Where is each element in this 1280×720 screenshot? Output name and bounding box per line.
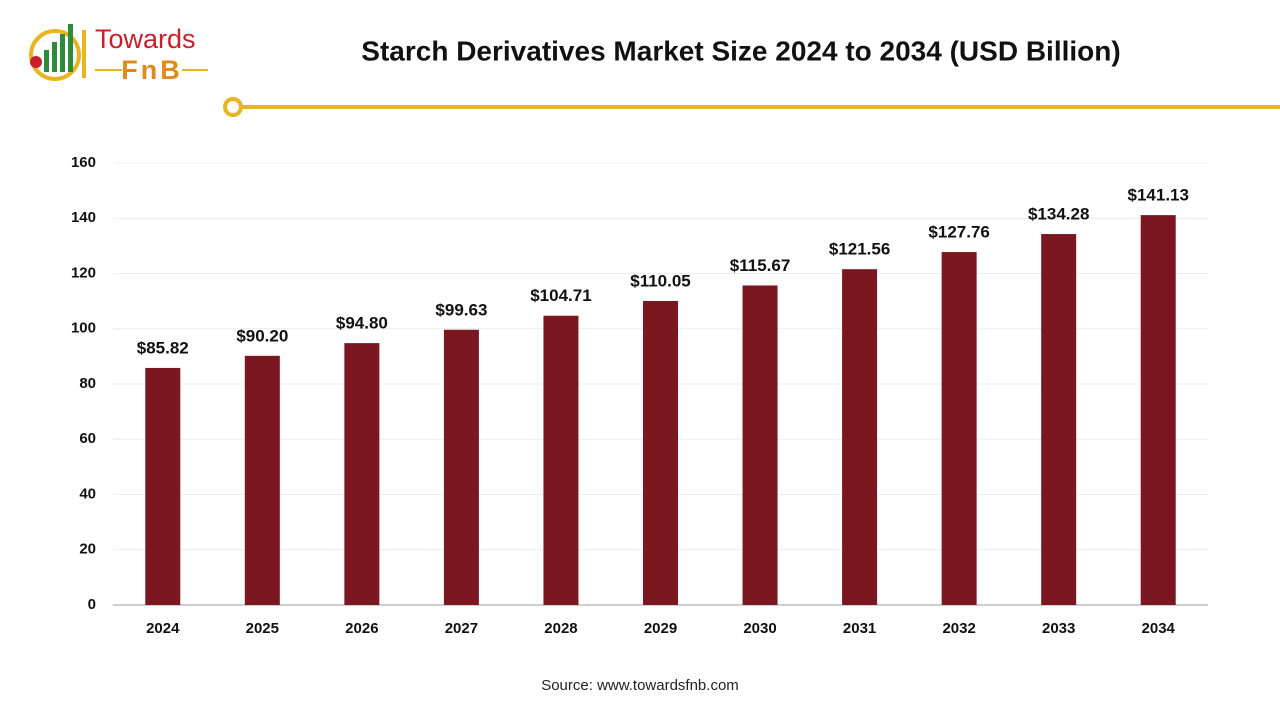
value-label: $90.20 xyxy=(236,326,288,345)
bar xyxy=(643,300,678,605)
x-tick-label: 2026 xyxy=(345,620,378,637)
y-tick-label: 160 xyxy=(71,154,96,171)
x-tick-label: 2024 xyxy=(146,620,180,637)
logo-ring xyxy=(29,29,81,81)
value-label: $127.76 xyxy=(928,223,989,242)
source: Source: www.towardsfnb.com xyxy=(541,677,739,694)
y-tick-label: 120 xyxy=(71,264,96,281)
x-tick-label: 2028 xyxy=(544,620,577,637)
logo-text: FnB xyxy=(121,55,182,85)
x-tick-label: 2031 xyxy=(843,620,876,637)
x-tick-label: 2030 xyxy=(743,620,776,637)
y-tick-label: 100 xyxy=(71,320,96,337)
logo: Towards FnB xyxy=(29,24,208,85)
bar xyxy=(145,367,181,605)
value-label: $134.28 xyxy=(1028,205,1089,224)
x-tick-label: 2029 xyxy=(644,620,677,637)
y-tick-label: 140 xyxy=(71,209,96,226)
y-tick-label: 20 xyxy=(79,541,96,558)
bar xyxy=(543,315,579,605)
logo-bar xyxy=(52,42,57,72)
bar xyxy=(1140,215,1176,606)
value-label: $104.71 xyxy=(530,286,591,305)
y-tick-label: 0 xyxy=(88,596,96,613)
y-tick-label: 80 xyxy=(79,375,96,392)
y-tick-label: 60 xyxy=(79,430,96,447)
bar xyxy=(244,355,280,605)
logo-text: Towards xyxy=(95,24,196,54)
x-tick-label: 2033 xyxy=(1042,620,1075,637)
bar xyxy=(742,285,778,605)
x-tick-label: 2025 xyxy=(246,620,279,637)
bar xyxy=(941,252,977,606)
value-label: $85.82 xyxy=(137,338,189,357)
header-rule-dot xyxy=(223,97,243,117)
bar xyxy=(344,343,380,605)
value-label: $99.63 xyxy=(435,300,487,319)
value-label: $115.67 xyxy=(730,256,791,275)
value-label: $94.80 xyxy=(336,314,388,333)
chart-title: Starch Derivatives Market Size 2024 to 2… xyxy=(361,35,1120,66)
value-label: $110.05 xyxy=(630,271,691,290)
value-label: $141.13 xyxy=(1128,186,1189,205)
logo-bar xyxy=(44,50,49,72)
bar xyxy=(842,269,878,605)
logo-bar xyxy=(60,34,65,72)
bar xyxy=(443,329,479,605)
x-tick-label: 2027 xyxy=(445,620,478,637)
logo-bar xyxy=(68,24,73,72)
x-tick-label: 2034 xyxy=(1142,620,1176,637)
value-label: $121.56 xyxy=(829,240,890,259)
y-tick-label: 40 xyxy=(79,485,96,502)
x-tick-label: 2032 xyxy=(942,620,975,637)
logo-dot xyxy=(30,56,42,68)
bar xyxy=(1041,234,1077,605)
